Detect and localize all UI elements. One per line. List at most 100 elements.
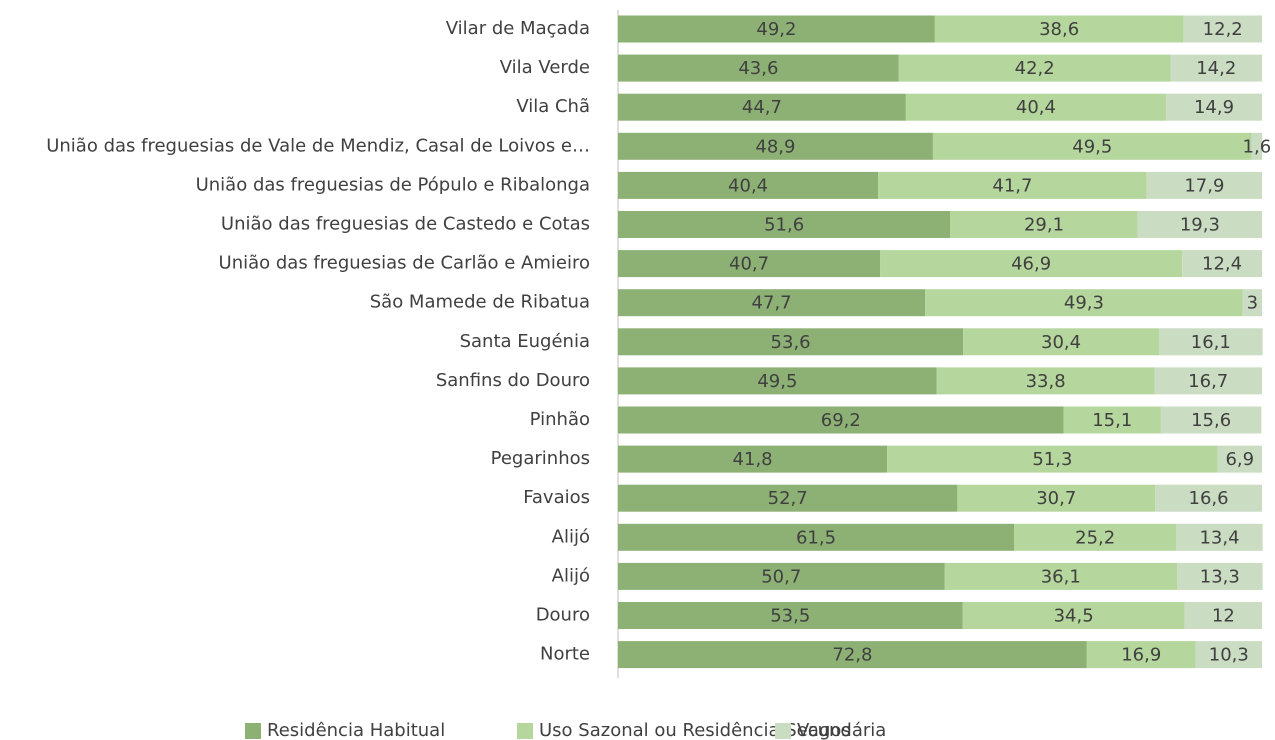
bar-segment	[1176, 523, 1263, 551]
data-label: 40,7	[729, 254, 769, 275]
bar-segment	[618, 132, 933, 160]
data-label: 49,5	[1072, 136, 1112, 157]
data-label: 43,6	[738, 58, 778, 79]
bar-segment	[1183, 15, 1262, 43]
bar-segment	[963, 328, 1159, 356]
bar-segment	[898, 54, 1171, 82]
bar-segment	[1014, 523, 1177, 551]
data-label: 16,9	[1121, 645, 1161, 666]
bar-segment	[962, 602, 1185, 629]
bar-segment	[1146, 171, 1262, 199]
bar-segment	[905, 93, 1167, 121]
data-label: 42,2	[1015, 58, 1055, 79]
data-label: 44,7	[742, 97, 782, 118]
data-label: 14,2	[1196, 58, 1236, 79]
bar-segment	[618, 602, 963, 629]
data-label: 41,8	[733, 449, 773, 470]
data-label: 13,4	[1199, 527, 1239, 548]
data-label: 1,6	[1243, 136, 1272, 157]
data-label: 13,3	[1200, 566, 1240, 587]
bar-segment	[618, 484, 958, 512]
bar-segment	[1184, 602, 1262, 629]
bar-segment	[944, 562, 1177, 590]
data-label: 15,1	[1092, 410, 1132, 431]
bar-segment	[950, 211, 1138, 238]
data-label: 12	[1212, 606, 1235, 627]
data-label: 6,9	[1225, 449, 1254, 470]
data-label: 29,1	[1024, 215, 1064, 236]
bar-segment	[1137, 211, 1262, 238]
data-label: 14,9	[1194, 97, 1234, 118]
data-label: 69,2	[821, 410, 861, 431]
category-label: Santa Eugénia	[460, 331, 590, 352]
data-label: 49,2	[756, 19, 796, 40]
data-label: 16,1	[1191, 332, 1231, 353]
category-label: São Mamede de Ribatua	[370, 292, 590, 313]
data-label: 53,6	[771, 332, 811, 353]
bar-segment	[1158, 328, 1263, 356]
bar-segment	[1217, 445, 1262, 473]
data-label: 40,4	[1016, 97, 1056, 118]
bar-segment	[1063, 406, 1161, 434]
bar-segment	[618, 54, 899, 82]
data-label: 16,6	[1189, 488, 1229, 509]
bar-segment	[880, 250, 1183, 278]
bar-segment	[1182, 250, 1262, 278]
bar-segment	[618, 406, 1064, 434]
bar-segment	[618, 641, 1087, 669]
category-label: Vila Chã	[516, 96, 590, 117]
data-label: 30,7	[1036, 488, 1076, 509]
data-label: 30,4	[1041, 332, 1081, 353]
data-label: 46,9	[1011, 254, 1051, 275]
data-label: 34,5	[1054, 606, 1094, 627]
data-label: 16,7	[1188, 371, 1228, 392]
bar-segment	[618, 211, 951, 238]
data-label: 61,5	[796, 527, 836, 548]
category-label: Norte	[540, 644, 590, 665]
bar-segment	[618, 15, 935, 43]
category-label: Vila Verde	[500, 57, 590, 78]
category-label: Alijó	[552, 565, 590, 586]
data-label: 53,5	[770, 606, 810, 627]
category-label: Favaios	[523, 487, 590, 508]
bar-segment	[878, 171, 1147, 199]
bar-segment	[887, 445, 1218, 473]
data-label: 49,5	[757, 371, 797, 392]
category-label: Pinhão	[530, 409, 590, 430]
bar-segment	[618, 289, 926, 317]
bar-segment	[618, 523, 1015, 551]
bar-segment	[1251, 132, 1262, 160]
bar-segment	[618, 328, 964, 356]
bar-segment	[925, 289, 1243, 317]
category-label: Alijó	[552, 526, 590, 547]
data-label: 48,9	[755, 136, 795, 157]
data-label: 41,7	[992, 175, 1032, 196]
legend-label: Vagos	[797, 720, 851, 740]
data-label: 40,4	[728, 175, 768, 196]
data-label: 51,6	[764, 215, 804, 236]
data-label: 17,9	[1184, 175, 1224, 196]
legend-label: Residência Habitual	[267, 720, 445, 740]
bar-segment	[1166, 93, 1262, 121]
bar-segment	[936, 367, 1155, 395]
data-label: 3	[1247, 293, 1258, 314]
bar-segment	[618, 171, 879, 199]
data-label: 38,6	[1039, 19, 1079, 40]
category-label: Vilar de Maçada	[446, 18, 590, 39]
bar-segment	[618, 445, 888, 473]
bar-segment	[932, 132, 1252, 160]
bar-segment	[618, 250, 881, 278]
category-label: Douro	[536, 605, 590, 626]
data-label: 25,2	[1075, 527, 1115, 548]
bar-segment	[1160, 406, 1262, 434]
data-label: 47,7	[752, 293, 792, 314]
bar-segment	[957, 484, 1156, 512]
category-label: Pegarinhos	[491, 448, 590, 469]
bar-segment	[1086, 641, 1196, 669]
legend-swatch	[517, 723, 533, 739]
bar-segment	[1154, 367, 1262, 395]
data-label: 51,3	[1032, 449, 1072, 470]
data-label: 12,4	[1202, 254, 1242, 275]
legend-label: Uso Sazonal ou Residência Secundária	[539, 720, 886, 740]
